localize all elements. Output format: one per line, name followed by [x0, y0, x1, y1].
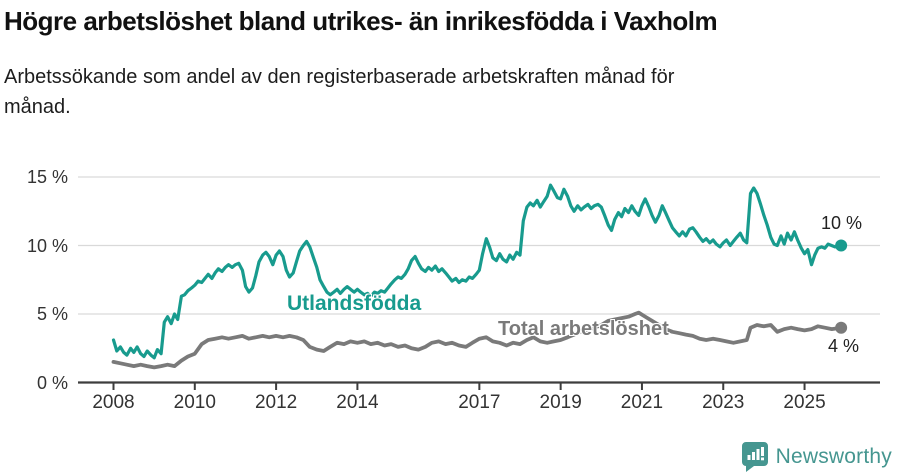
chart-subtitle-line2: månad. [4, 96, 71, 118]
x-tick-label: 2012 [254, 392, 298, 413]
x-tick-label: 2010 [173, 392, 216, 413]
chart-subtitle: Arbetssökande som andel av den registerb… [4, 62, 844, 122]
end-value-label-total: 4 % [828, 336, 860, 356]
x-tick-label: 2019 [539, 392, 582, 413]
x-tick-label: 2008 [92, 392, 135, 413]
page-title: Högre arbetslöshet bland utrikes- än inr… [4, 6, 718, 36]
series-end-dot-utlandsfodda [835, 239, 848, 252]
y-tick-label: 0 % [36, 372, 68, 393]
series-label-total-arbetsloshet: Total arbetslöshet [498, 318, 669, 340]
series-line-total-arbetsloshet [111, 310, 843, 370]
series-line-utlandsfodda [111, 183, 843, 360]
newsworthy-bar-chart-bubble-icon [741, 442, 768, 472]
chart-subtitle-line1: Arbetssökande som andel av den registerb… [4, 66, 675, 88]
series-end-dot-total-arbetsloshet [835, 321, 848, 334]
x-tick-label: 2014 [336, 392, 379, 413]
end-value-label-utlandsfodda: 10 % [821, 213, 863, 233]
series-label-utlandsfodda: Utlandsfödda [287, 292, 422, 315]
y-tick-label: 15 % [26, 167, 68, 187]
y-tick-label: 5 % [36, 304, 68, 324]
y-tick-label: 10 % [26, 235, 68, 256]
newsworthy-wordmark: Newsworthy [775, 445, 892, 468]
x-tick-label: 2025 [783, 392, 826, 413]
x-tick-label: 2017 [458, 392, 501, 413]
x-tick-label: 2021 [620, 392, 664, 413]
newsworthy-logo[interactable]: Newsworthy [741, 441, 892, 473]
x-tick-label: 2023 [702, 392, 745, 413]
